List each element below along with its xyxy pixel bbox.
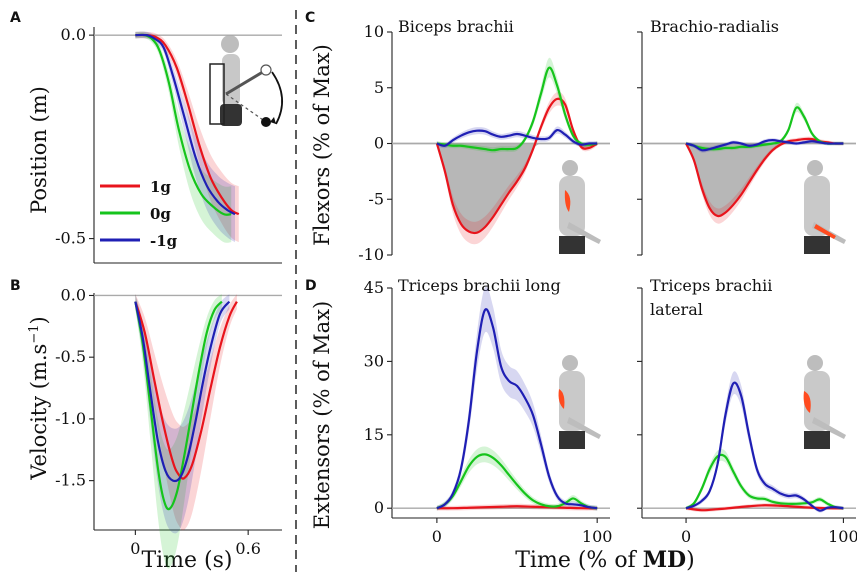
- y-tick-label: 10: [364, 22, 384, 41]
- negative-work-area: [686, 143, 844, 217]
- shared-xlabel-suffix: ): [686, 548, 695, 573]
- y-tick-label: -0.5: [55, 347, 86, 366]
- shared-xlabel-prefix: Time (% of: [515, 548, 642, 573]
- series-line-0g: [436, 66, 598, 152]
- y-tick-label: 45: [364, 278, 384, 297]
- panel-a-ylabel: Position (m): [27, 86, 51, 214]
- triceps-long-muscle-icon: [558, 355, 601, 449]
- plot-d-right: 0 100: [637, 287, 857, 546]
- legend: 1g 0g -1g: [100, 178, 178, 250]
- x-tick-label: 100: [582, 527, 613, 546]
- panel-c-left-title: Biceps brachii: [398, 17, 514, 36]
- plot-a: 0.0 -0.5: [55, 25, 282, 264]
- panel-c-right-title: Brachio-radialis: [650, 17, 779, 36]
- series-line--1g: [436, 128, 598, 147]
- series-band--1g: [686, 371, 844, 513]
- series-band--1g: [436, 286, 598, 511]
- panel-d-ylabel: Extensors (% of Max): [310, 301, 334, 529]
- x-tick-label: 100: [828, 527, 857, 546]
- plot-b: 0.0 -0.5 -1.0 -1.5 0 0.6: [55, 285, 282, 569]
- series-band-1g: [135, 31, 239, 243]
- series-band-0g: [436, 57, 598, 154]
- y-tick-label: 0: [374, 134, 384, 153]
- series-line-1g: [436, 505, 598, 510]
- panel-c-ylabel: Flexors (% of Max): [310, 44, 334, 246]
- panel-label-a: A: [10, 10, 21, 26]
- panel-label-c: C: [305, 10, 315, 26]
- y-tick-label: 15: [364, 425, 384, 444]
- series-line--1g: [436, 308, 598, 510]
- series-line--1g: [134, 300, 231, 483]
- negative-work-area: [436, 143, 598, 234]
- series-line-0g: [436, 453, 598, 510]
- series-band-0g: [135, 31, 232, 243]
- y-tick-label: -10: [358, 245, 384, 264]
- shared-xlabel-bold: MD: [643, 547, 686, 573]
- panel-d-left-title: Triceps brachii long: [398, 276, 561, 295]
- biceps-muscle-icon: [559, 160, 601, 254]
- series-band-1g: [135, 294, 237, 531]
- y-tick-label: 0.0: [61, 285, 86, 304]
- legend-label-0g: 0g: [150, 205, 171, 223]
- series-band--1g: [436, 126, 598, 149]
- panel-b-xlabel: Time (s): [141, 548, 232, 573]
- panel-b-ylabel-main: Velocity (m.s: [27, 344, 51, 481]
- x-tick-label: 0: [681, 527, 691, 546]
- series-line--1g: [685, 139, 844, 152]
- panel-b-ylabel-end: ): [27, 316, 51, 324]
- legend-label-1g: 1g: [150, 178, 171, 196]
- panel-b-ylabel: Velocity (m.s−1): [27, 316, 51, 480]
- y-tick-label: 30: [364, 351, 384, 370]
- panel-d-right-title: Triceps brachii: [650, 276, 772, 295]
- plot-d-left: 45 30 15 0 0 100: [364, 278, 613, 546]
- series-band-0g: [436, 446, 598, 511]
- y-tick-label: 0.0: [61, 25, 86, 44]
- panel-d-right-title-line2: lateral: [650, 300, 703, 319]
- x-tick-label: 0: [130, 539, 140, 558]
- brachioradialis-muscle-icon: [804, 160, 846, 254]
- x-tick-label: 0.6: [235, 539, 260, 558]
- plot-c-left: 10 5 0 -5 -10: [358, 22, 610, 264]
- series-line-1g: [135, 33, 240, 216]
- y-tick-label: 0: [374, 498, 384, 517]
- y-tick-label: -1.0: [55, 409, 86, 428]
- y-tick-label: -5: [368, 189, 384, 208]
- series-line-1g: [134, 301, 238, 480]
- series-line--1g: [685, 381, 844, 512]
- y-tick-label: -0.5: [55, 229, 86, 248]
- legend-label-neg1g: -1g: [150, 232, 178, 250]
- shared-xlabel: Time (% of MD): [515, 547, 694, 573]
- triceps-lateral-muscle-icon: [803, 355, 846, 449]
- panel-label-d: D: [305, 278, 317, 294]
- plot-c-right: [637, 31, 856, 256]
- series-line-0g: [685, 453, 844, 510]
- panel-b-ylabel-sup: −1: [27, 324, 42, 343]
- series-band-1g: [686, 503, 844, 513]
- x-tick-label: 0: [432, 527, 442, 546]
- series-band-0g: [686, 449, 844, 510]
- panel-label-b: B: [10, 278, 21, 294]
- series-line-0g: [134, 300, 223, 511]
- series-line--1g: [135, 33, 236, 216]
- series-line-1g: [435, 97, 598, 235]
- y-tick-label: -1.5: [55, 471, 86, 490]
- arm-movement-icon: [209, 35, 283, 127]
- y-tick-label: 5: [374, 78, 384, 97]
